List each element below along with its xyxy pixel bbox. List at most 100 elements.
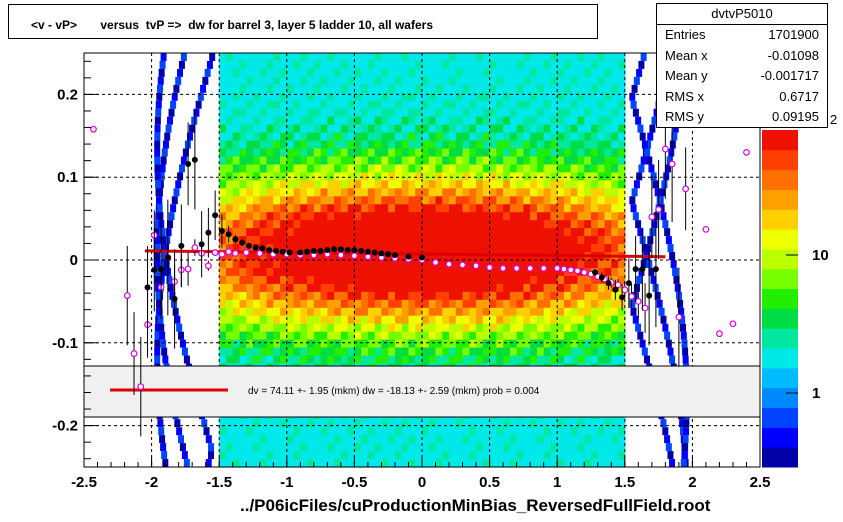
- heatmap-cell: [428, 315, 437, 325]
- heatmap-cell: [482, 156, 491, 166]
- heatmap-cell: [469, 347, 477, 357]
- heatmap-cell: [516, 53, 524, 62]
- heatmap-cell: [543, 347, 552, 357]
- heatmap-cell: [280, 299, 288, 309]
- heatmap-cell: [327, 355, 335, 365]
- profile-magenta-point: [743, 148, 750, 156]
- heatmap-cell: [422, 212, 430, 221]
- heatmap-cell: [455, 275, 464, 285]
- heatmap-cell: [246, 172, 254, 181]
- profile-black-point: [378, 250, 385, 257]
- heatmap-cell: [354, 267, 362, 277]
- heatmap-cell: [307, 164, 315, 174]
- heatmap-cell: [611, 299, 619, 309]
- heatmap-cell: [489, 267, 497, 277]
- heatmap-cell: [225, 347, 234, 357]
- heatmap-cell: [381, 427, 389, 436]
- heatmap-cell: [219, 331, 227, 341]
- heatmap-cell: [232, 419, 241, 428]
- heatmap-cell: [280, 339, 288, 349]
- heatmap-cell: [394, 68, 403, 78]
- heatmap-cell: [401, 291, 410, 301]
- heatmap-cell: [374, 228, 383, 237]
- heatmap-cell: [280, 84, 288, 94]
- heatmap-cell: [307, 260, 315, 269]
- heatmap-cell: [435, 451, 443, 460]
- heatmap-cell: [550, 132, 558, 142]
- heatmap-cell: [496, 267, 504, 277]
- heatmap-cell: [293, 180, 301, 189]
- heatmap-cell: [543, 275, 552, 285]
- heatmap-cell: [300, 76, 308, 86]
- heatmap-cell: [489, 236, 497, 245]
- heatmap-cell: [523, 459, 531, 468]
- heatmap-cell: [611, 204, 619, 213]
- heatmap-cell: [300, 228, 308, 237]
- heatmap-cell: [557, 196, 565, 205]
- heatmap-cell: [280, 260, 288, 269]
- heatmap-cell: [550, 220, 558, 229]
- heatmap-cell: [597, 212, 606, 221]
- heatmap-cell: [482, 148, 491, 158]
- stats-label: Mean y: [665, 68, 708, 83]
- heatmap-cell: [469, 339, 477, 349]
- heatmap-cell: [232, 331, 241, 341]
- chart-title: <v - vP> versus tvP => dw for barrel 3, …: [31, 18, 433, 32]
- heatmap-cell: [509, 76, 518, 86]
- heatmap-cell: [435, 60, 443, 70]
- heatmap-cell: [604, 236, 612, 245]
- heatmap-cell: [273, 84, 281, 94]
- heatmap-cell: [570, 180, 579, 189]
- heatmap-cell: [280, 443, 288, 452]
- heatmap-cell: [239, 323, 247, 333]
- profile-magenta-point: [675, 313, 683, 321]
- heatmap-cell: [563, 108, 572, 118]
- heatmap-cell: [401, 443, 410, 452]
- heatmap-cell: [543, 236, 552, 245]
- heatmap-cell: [530, 53, 538, 62]
- profile-magenta-point: [641, 304, 649, 312]
- heatmap-cell: [293, 267, 301, 277]
- heatmap-cell: [422, 132, 430, 142]
- heatmap-cell: [422, 435, 430, 444]
- heatmap-cell: [577, 228, 585, 237]
- heatmap-cell: [489, 68, 497, 78]
- heatmap-cell: [266, 108, 274, 118]
- heatmap-cell: [354, 236, 362, 245]
- heatmap-cell: [428, 220, 437, 229]
- heatmap-cell: [394, 323, 403, 333]
- heatmap-cell: [435, 76, 443, 86]
- heatmap-cell: [428, 148, 437, 158]
- heatmap-cell: [476, 92, 484, 102]
- heatmap-cell: [381, 419, 389, 428]
- heatmap-cell: [665, 443, 672, 452]
- heatmap-cell: [239, 347, 247, 357]
- heatmap-cell: [300, 451, 308, 460]
- heatmap-cell: [239, 60, 247, 70]
- heatmap-cell: [442, 451, 450, 460]
- heatmap-cell: [415, 299, 423, 309]
- heatmap-cell: [286, 108, 295, 118]
- heatmap-cell: [320, 331, 328, 341]
- heatmap-cell: [523, 331, 531, 341]
- heatmap-cell: [273, 53, 281, 62]
- heatmap-cell: [650, 172, 657, 181]
- heatmap-cell: [597, 140, 606, 150]
- heatmap-cell: [435, 188, 443, 197]
- heatmap-cell: [469, 60, 477, 70]
- heatmap-cell: [476, 244, 484, 253]
- heatmap-cell: [597, 435, 606, 444]
- heatmap-cell: [162, 355, 169, 364]
- heatmap-cell: [550, 267, 558, 277]
- heatmap-cell: [584, 220, 592, 229]
- heatmap-cell: [530, 451, 538, 460]
- heatmap-cell: [225, 108, 234, 118]
- heatmap-cell: [253, 53, 261, 62]
- heatmap-cell: [334, 140, 342, 150]
- heatmap-cell: [557, 116, 565, 126]
- heatmap-cell: [307, 331, 315, 341]
- heatmap-cell: [469, 236, 477, 245]
- heatmap-cell: [203, 427, 210, 436]
- heatmap-cell: [225, 116, 234, 126]
- heatmap-cell: [286, 148, 295, 158]
